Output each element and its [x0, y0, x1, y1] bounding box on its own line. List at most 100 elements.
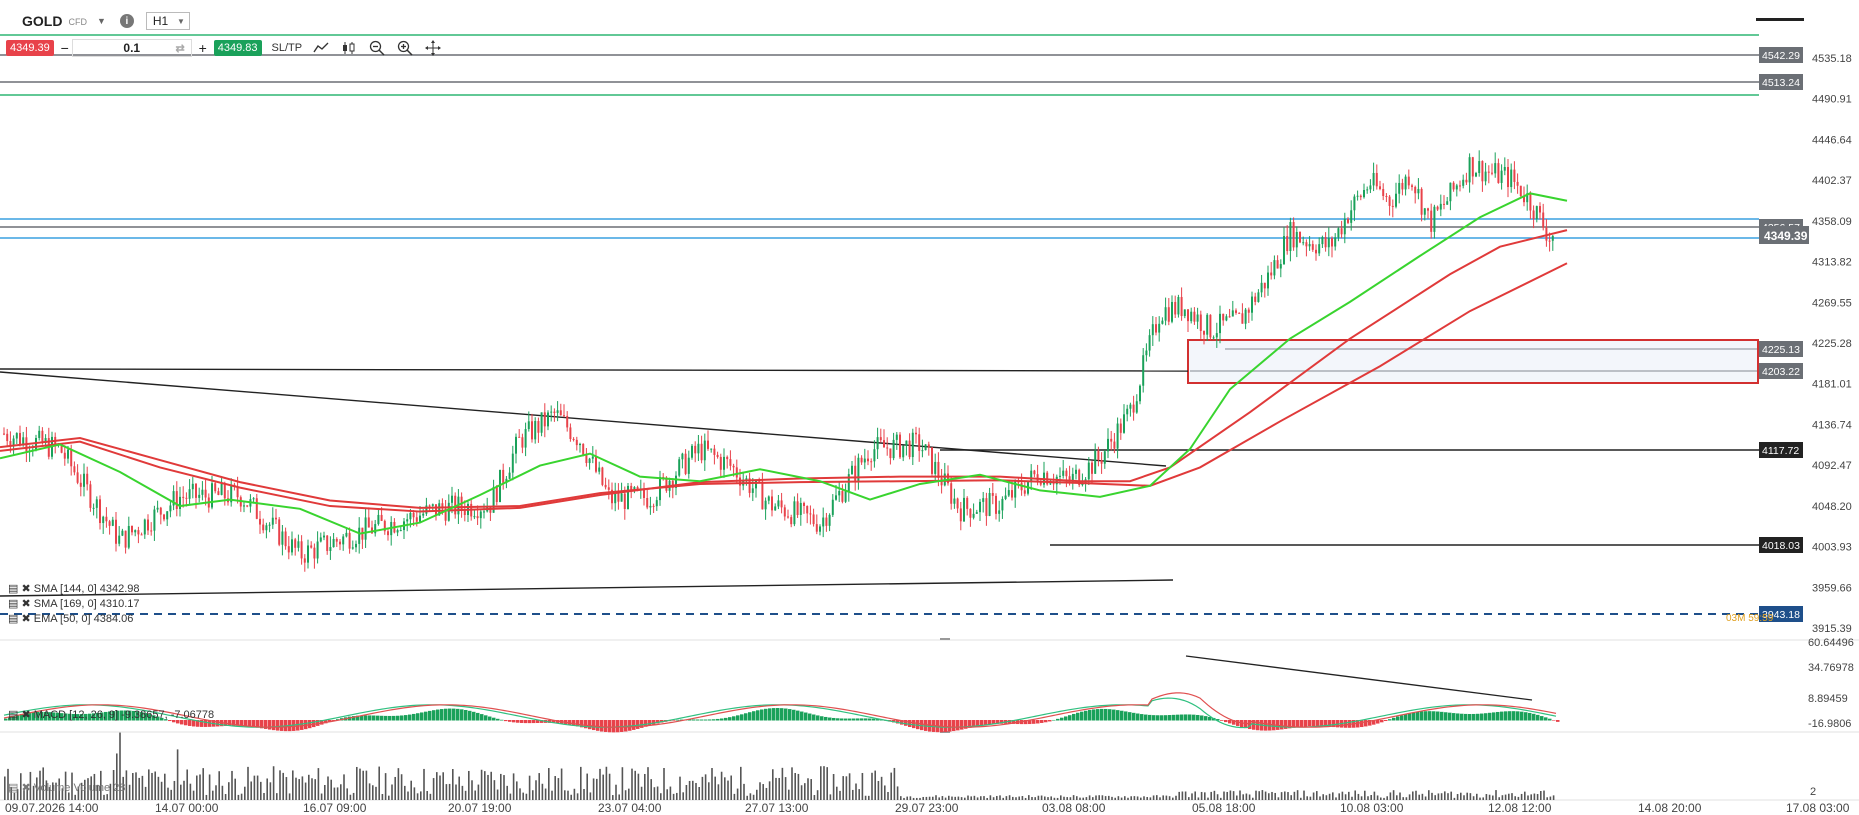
timeframe-select[interactable]: H1 ▼ [145, 12, 190, 30]
volume-bar [1440, 793, 1443, 800]
symbol-name[interactable]: GOLD [22, 13, 63, 29]
volume-bar [1220, 797, 1222, 800]
candle-body [495, 486, 498, 503]
candle-body [409, 512, 412, 520]
macd-histogram-bar [152, 715, 156, 721]
macd-histogram-bar [752, 711, 756, 721]
macd-histogram-bar [900, 720, 904, 725]
increase-volume-button[interactable]: + [198, 40, 207, 56]
macd-histogram-bar [916, 720, 920, 730]
volume-bar [532, 790, 534, 800]
indicator-sma-169[interactable]: ▤ ✖ SMA [169, 0] 4310.17 [8, 598, 140, 610]
pan-icon[interactable] [424, 39, 442, 57]
ema-50-line [0, 192, 1568, 535]
candle-body [118, 535, 121, 544]
macd-histogram-bar [1204, 716, 1208, 721]
level-tag-4513.24: 4513.24 [1762, 77, 1800, 89]
candle-body [1161, 320, 1164, 324]
candle-body [1484, 171, 1487, 182]
candle-body [809, 513, 812, 515]
volume-bar [509, 793, 512, 800]
candle-body [348, 532, 351, 549]
volume-bar [186, 769, 188, 800]
volume-bar [103, 794, 105, 800]
macd-histogram-bar [1516, 711, 1520, 721]
volume-bar [996, 795, 998, 800]
price-axis-tick-6: 4269.55 [1812, 297, 1852, 309]
volume-bar [64, 771, 67, 800]
volume-bar [919, 797, 921, 800]
volume-bar [647, 767, 649, 800]
indicator-ema-50[interactable]: ▤ ✖ EMA [50, 0] 4384.06 [8, 613, 134, 625]
volume-bar [1232, 791, 1235, 800]
volume-bar [813, 795, 816, 800]
candle-body [1139, 385, 1141, 402]
volume-bar [1236, 795, 1238, 800]
indicator-macd[interactable]: ▤ ✖ MACD [12, 26, 9] -9.38657, -7.06778 [8, 709, 215, 721]
macd-histogram-bar [1380, 720, 1384, 723]
candle-body [812, 514, 815, 525]
volume-bar [720, 771, 723, 800]
zoom-out-icon[interactable] [368, 39, 386, 57]
candle-body [351, 547, 354, 549]
level-tag-bg-4225.13 [1759, 341, 1803, 357]
buy-button[interactable]: 4349.83 [213, 40, 262, 56]
macd-histogram-bar [392, 715, 396, 721]
volume-bar [1504, 794, 1507, 800]
volume-bar [400, 774, 403, 800]
candle-body [1014, 481, 1017, 498]
candle-body [620, 493, 623, 502]
volume-bar [1194, 791, 1196, 800]
candle-body [399, 530, 402, 532]
decrease-volume-button[interactable]: − [60, 40, 69, 56]
sltp-button[interactable]: SL/TP [271, 42, 303, 54]
indicator-sma-144[interactable]: ▤ ✖ SMA [144, 0] 4342.98 [8, 583, 140, 595]
macd-histogram-bar [988, 720, 992, 725]
candle-body [1327, 238, 1330, 248]
volume-bar [967, 795, 969, 800]
volume-bar [1050, 796, 1052, 800]
price-axis-tick-2: 4446.64 [1812, 134, 1852, 146]
macd-histogram-bar [1192, 714, 1196, 721]
macd-histogram-bar [1324, 720, 1328, 727]
volume-bar [1472, 796, 1475, 800]
volume-input[interactable]: 0.1 ⇄ [71, 39, 192, 57]
macd-histogram-bar [1044, 720, 1048, 723]
time-axis-label-9: 10.08 03:00 [1340, 801, 1404, 815]
candle-body [268, 524, 271, 526]
candle-body [1228, 316, 1231, 318]
volume-bar [141, 775, 144, 800]
volume-bar [388, 795, 390, 800]
candle-body [518, 436, 521, 438]
candle-body [671, 480, 674, 488]
volume-bar [346, 788, 348, 800]
info-icon[interactable]: i [119, 14, 134, 28]
macd-histogram-bar [788, 709, 792, 721]
volume-bar [1348, 791, 1350, 800]
symbol-dropdown-icon[interactable]: ▼ [96, 16, 106, 26]
volume-bar [714, 776, 716, 800]
candle-body [553, 411, 556, 413]
macd-axis-tick-1: 34.76978 [1808, 662, 1854, 674]
zoom-in-icon[interactable] [396, 39, 414, 57]
candle-body [1075, 469, 1077, 474]
volume-bar [765, 787, 768, 800]
macd-histogram-bar [1036, 720, 1040, 724]
macd-histogram-bar [44, 711, 48, 721]
volume-bar [1095, 795, 1097, 800]
candle-body [1247, 309, 1250, 313]
line-chart-icon[interactable] [312, 39, 330, 57]
indicator-volume[interactable]: ▤ ✖ Volume Volume 28 [8, 782, 126, 794]
sell-button[interactable]: 4349.39 [6, 40, 54, 56]
macd-histogram-bar [1332, 720, 1336, 728]
price-axis-tick-12: 4003.93 [1812, 542, 1852, 554]
macd-histogram-bar [1320, 720, 1324, 727]
macd-histogram-bar [1500, 711, 1504, 721]
candles-icon[interactable] [340, 39, 358, 57]
trendline-down [0, 371, 1167, 467]
candle-body [927, 444, 930, 448]
candle-body [479, 511, 482, 519]
candle-body [838, 491, 841, 496]
volume-bar [570, 794, 572, 800]
